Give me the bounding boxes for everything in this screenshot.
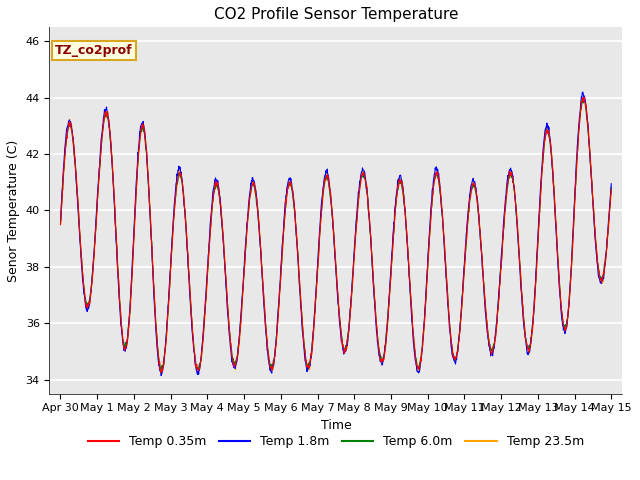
Y-axis label: Senor Temperature (C): Senor Temperature (C)	[7, 139, 20, 282]
Text: TZ_co2prof: TZ_co2prof	[55, 44, 133, 57]
X-axis label: Time: Time	[321, 419, 351, 432]
Legend: Temp 0.35m, Temp 1.8m, Temp 6.0m, Temp 23.5m: Temp 0.35m, Temp 1.8m, Temp 6.0m, Temp 2…	[83, 430, 589, 453]
Title: CO2 Profile Sensor Temperature: CO2 Profile Sensor Temperature	[214, 7, 458, 22]
